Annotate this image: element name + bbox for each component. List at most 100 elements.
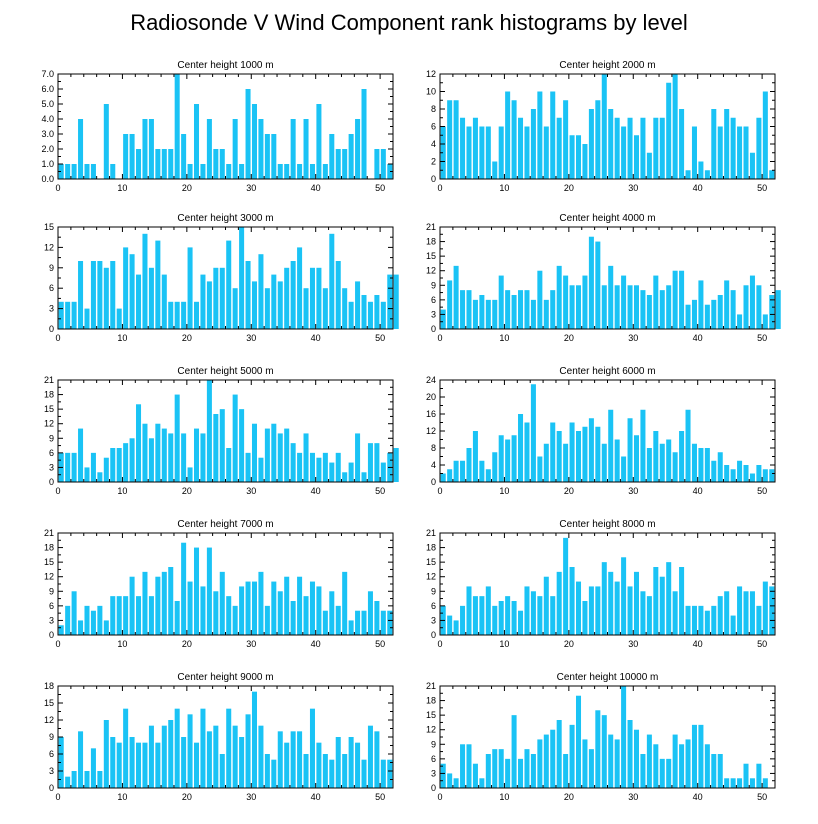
histogram-bar: [518, 290, 524, 329]
histogram-bar: [601, 74, 607, 179]
x-tick-label: 10: [499, 792, 509, 802]
histogram-bar: [524, 290, 530, 329]
histogram-bar: [284, 742, 290, 788]
histogram-bar: [511, 100, 517, 179]
histogram-bar: [213, 267, 219, 329]
panel-title: Center height 5000 m: [177, 366, 273, 377]
x-tick-label: 10: [117, 639, 127, 649]
x-tick-label: 10: [117, 486, 127, 496]
histogram-bar: [479, 460, 485, 482]
histogram-bar: [679, 109, 685, 179]
histogram-bar: [601, 443, 607, 482]
y-tick-label: 0: [49, 477, 54, 487]
x-tick-label: 50: [375, 333, 385, 343]
histogram-bar: [251, 281, 258, 329]
histogram-bar: [136, 596, 142, 635]
histogram-bar: [316, 267, 322, 329]
histogram-bar: [769, 469, 775, 482]
x-tick-label: 40: [311, 486, 321, 496]
histogram-bar: [129, 737, 135, 788]
histogram-bar: [453, 265, 459, 329]
y-tick-label: 0.0: [41, 174, 54, 184]
histogram-bar: [711, 605, 717, 635]
histogram-bar: [543, 443, 549, 482]
histogram-bar: [206, 731, 212, 788]
histogram-bar: [537, 91, 543, 179]
histogram-bar: [206, 119, 212, 179]
histogram-bar: [737, 126, 743, 179]
histogram-bar: [691, 443, 697, 482]
histogram-bar: [537, 456, 543, 482]
histogram-bar: [717, 452, 723, 482]
histogram-bar: [479, 596, 485, 635]
y-tick-label: 18: [44, 543, 54, 553]
histogram-bar: [271, 423, 277, 482]
histogram-bar: [550, 91, 556, 179]
y-tick-label: 6: [431, 295, 436, 305]
x-tick-label: 50: [375, 639, 385, 649]
y-tick-label: 6: [49, 283, 54, 293]
histogram-bar: [659, 758, 665, 788]
x-tick-label: 50: [757, 333, 767, 343]
histogram-bar: [367, 443, 373, 482]
histogram-bar: [724, 778, 730, 788]
histogram-bar: [698, 280, 704, 329]
histogram-bar: [498, 275, 504, 329]
histogram-bar: [511, 295, 517, 329]
x-tick-label: 0: [437, 183, 442, 193]
histogram-bar: [749, 473, 755, 482]
histogram-bar: [646, 152, 652, 179]
histogram-panel: Center height 5000 m 0 10 20 30 40 50 0 3 6 9 12 15 1…: [44, 366, 399, 496]
histogram-bar: [181, 301, 187, 329]
histogram-bar: [447, 280, 453, 329]
x-tick-label: 20: [564, 183, 574, 193]
histogram-bar: [367, 591, 373, 635]
histogram-bar: [653, 117, 659, 179]
histogram-bar: [361, 472, 367, 482]
histogram-bar: [335, 737, 341, 788]
y-tick-label: 6: [431, 601, 436, 611]
histogram-bar: [582, 275, 588, 329]
histogram-bar: [258, 457, 264, 482]
histogram-bar: [498, 749, 504, 788]
histogram-bar: [711, 754, 717, 788]
histogram-bar: [479, 295, 485, 329]
y-tick-label: 3: [49, 304, 54, 314]
histogram-bar: [575, 695, 582, 788]
histogram-bar: [633, 285, 640, 329]
histogram-bar: [698, 161, 704, 179]
histogram-bar: [717, 126, 723, 179]
x-tick-label: 50: [375, 792, 385, 802]
histogram-bar: [65, 452, 71, 482]
histogram-bar: [614, 285, 620, 329]
histogram-bar: [440, 473, 446, 482]
histogram-bar: [563, 537, 569, 635]
histogram-bar: [518, 414, 524, 482]
histogram-bar: [672, 591, 678, 635]
histogram-bar: [309, 164, 315, 179]
histogram-bar: [380, 149, 386, 179]
histogram-bar: [582, 601, 588, 635]
histogram-bar: [569, 724, 575, 788]
histogram-bar: [627, 418, 633, 482]
histogram-bar: [148, 725, 154, 788]
histogram-bar: [505, 758, 511, 788]
x-tick-label: 50: [757, 639, 767, 649]
histogram-bar: [492, 749, 498, 788]
y-tick-label: 15: [44, 222, 54, 232]
histogram-bar: [187, 467, 193, 482]
histogram-bar: [226, 596, 232, 635]
histogram-bar: [271, 581, 277, 635]
histogram-bar: [303, 288, 309, 329]
histogram-bar: [679, 744, 685, 788]
histogram-bar: [90, 164, 96, 179]
histogram-bar: [174, 708, 180, 788]
histogram-bar: [704, 448, 710, 482]
histogram-bar: [65, 776, 71, 788]
histogram-bar: [537, 270, 543, 329]
histogram-bar: [543, 299, 549, 329]
x-tick-label: 50: [375, 183, 385, 193]
histogram-bar: [84, 308, 90, 329]
y-tick-label: 3: [431, 768, 436, 778]
